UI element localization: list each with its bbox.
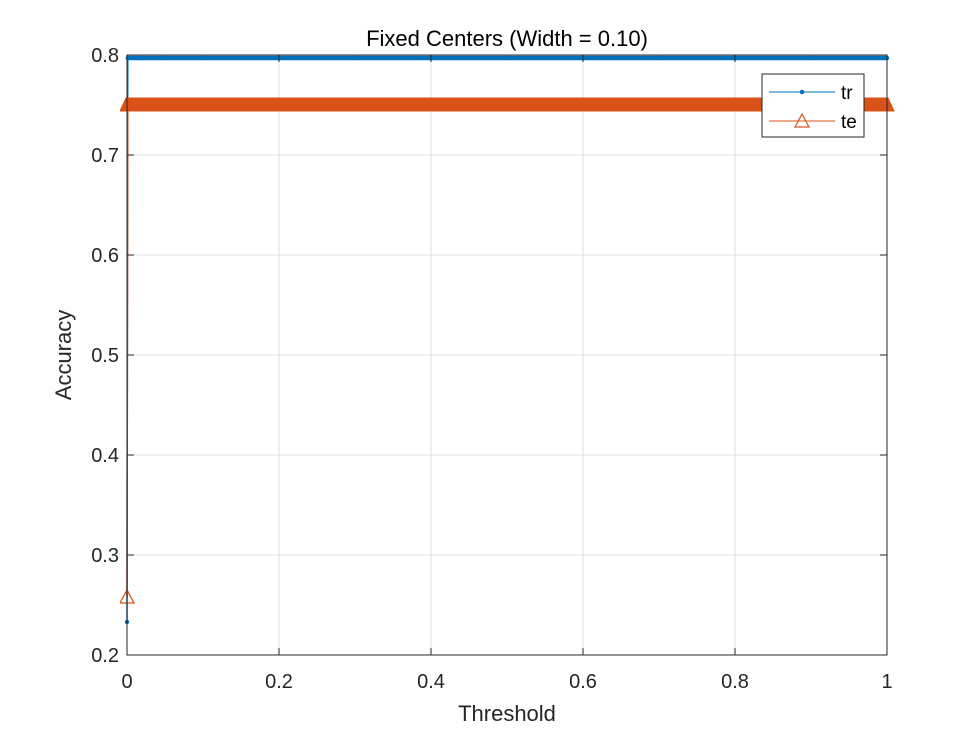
series-band-te (120, 97, 895, 112)
data-point-tr (200, 55, 206, 61)
data-point-tr (656, 55, 662, 61)
x-tick-label: 0.6 (569, 671, 597, 693)
y-tick-label: 0.2 (91, 645, 119, 667)
data-point-tr (352, 55, 358, 61)
legend: tr te (761, 73, 865, 138)
series-tr (124, 55, 890, 625)
y-tick-label: 0.5 (91, 345, 119, 367)
data-point-tr (504, 55, 510, 61)
y-tick-label: 0.8 (91, 45, 119, 67)
x-tick-label: 0.2 (265, 671, 293, 693)
x-tick-label: 0.8 (721, 671, 749, 693)
x-tick-label: 1 (881, 671, 892, 693)
chart-title: Fixed Centers (Width = 0.10) (366, 26, 648, 51)
y-tick-label: 0.3 (91, 545, 119, 567)
y-tick-label: 0.6 (91, 245, 119, 267)
y-tick-label: 0.4 (91, 445, 119, 467)
legend-marker-tr (799, 89, 805, 95)
x-axis-label: Threshold (458, 701, 556, 726)
legend-marker-te (793, 112, 811, 128)
x-tick-label: 0.4 (417, 671, 445, 693)
y-axis-label: Accuracy (51, 310, 76, 400)
legend-label-te: te (841, 112, 857, 133)
data-point-tr (125, 55, 130, 61)
data-point-tr (132, 55, 137, 61)
data-point-tr (808, 55, 814, 61)
y-tick-label: 0.7 (91, 145, 119, 167)
data-point-tr (140, 55, 145, 61)
series-te (120, 97, 895, 604)
legend-box (761, 73, 865, 138)
x-tick-label: 0 (121, 671, 132, 693)
data-point-tr (162, 55, 168, 61)
legend-label-tr: tr (841, 83, 853, 104)
